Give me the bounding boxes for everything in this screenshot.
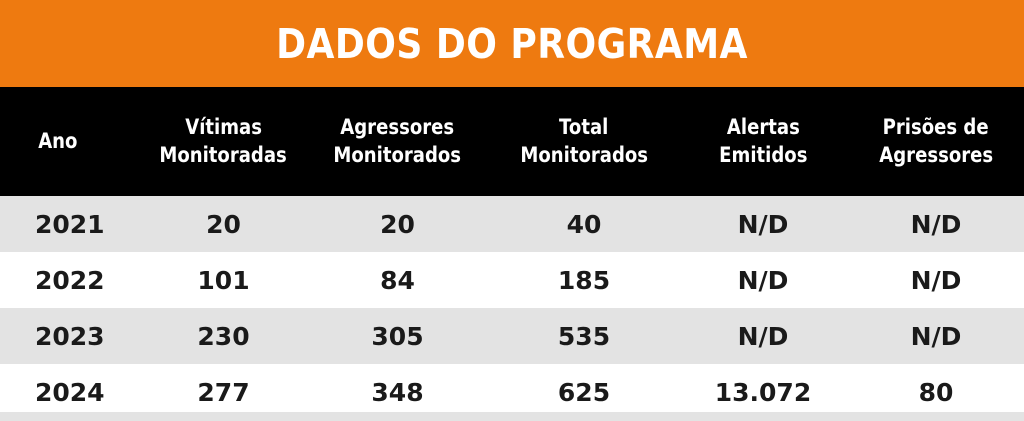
- cell-year: 2021: [35, 209, 105, 239]
- cell-total: 185: [557, 265, 611, 295]
- cell-agressores: 305: [371, 321, 424, 351]
- header-label: Monitorados: [520, 142, 648, 167]
- cell-year: 2022: [35, 265, 105, 295]
- cell-prisoes: N/D: [910, 321, 962, 351]
- cell-year: 2023: [35, 321, 105, 351]
- header-label: Alertas: [726, 115, 800, 140]
- header-label: Ano: [38, 128, 78, 153]
- header-ano: Ano: [0, 87, 142, 196]
- cell-alertas: N/D: [737, 265, 789, 295]
- header-alertas-emitidos: Alertas Emitidos: [678, 87, 848, 196]
- header-label: Agressores: [879, 142, 993, 167]
- header-total-monitorados: Total Monitorados: [490, 87, 678, 196]
- table-row: 2022 101 84 185 N/D N/D: [0, 252, 1024, 308]
- header-row: Ano Vítimas Monitoradas Agressores Monit…: [0, 87, 1024, 196]
- cell-total: 40: [566, 209, 602, 239]
- table-header: Ano Vítimas Monitoradas Agressores Monit…: [0, 87, 1024, 196]
- cell-vitimas: 20: [206, 209, 241, 239]
- header-label: Agressores: [340, 115, 455, 140]
- bottom-strip: [0, 412, 1024, 421]
- cell-alertas: 13.072: [714, 377, 812, 407]
- table-body: 2021 20 20 40 N/D N/D 2022 101 84 185 N/…: [0, 196, 1024, 420]
- header-agressores-monitorados: Agressores Monitorados: [305, 87, 490, 196]
- cell-total: 625: [557, 377, 611, 407]
- table-row: 2021 20 20 40 N/D N/D: [0, 196, 1024, 252]
- header-label: Monitorados: [333, 142, 462, 167]
- cell-year: 2024: [35, 377, 105, 407]
- header-label: Total: [559, 115, 609, 140]
- page-title: DADOS DO PROGRAMA: [276, 19, 748, 68]
- header-label: Emitidos: [718, 142, 808, 167]
- header-label: Monitoradas: [159, 142, 288, 167]
- program-data-table: Ano Vítimas Monitoradas Agressores Monit…: [0, 87, 1024, 420]
- cell-prisoes: N/D: [910, 265, 962, 295]
- cell-prisoes: N/D: [910, 209, 962, 239]
- cell-agressores: 84: [380, 265, 415, 295]
- cell-vitimas: 101: [197, 265, 250, 295]
- cell-total: 535: [557, 321, 611, 351]
- header-label: Vítimas: [185, 115, 262, 140]
- table-row: 2024 277 348 625 13.072 80: [0, 364, 1024, 420]
- cell-prisoes: 80: [918, 377, 954, 407]
- cell-vitimas: 230: [197, 321, 250, 351]
- cell-alertas: N/D: [737, 209, 789, 239]
- header-label: Prisões de: [883, 115, 989, 140]
- title-bar: DADOS DO PROGRAMA: [0, 0, 1024, 87]
- header-vitimas-monitoradas: Vítimas Monitoradas: [142, 87, 305, 196]
- cell-agressores: 20: [380, 209, 415, 239]
- table-row: 2023 230 305 535 N/D N/D: [0, 308, 1024, 364]
- header-prisoes-de-agressores: Prisões de Agressores: [848, 87, 1024, 196]
- cell-vitimas: 277: [197, 377, 250, 407]
- cell-alertas: N/D: [737, 321, 789, 351]
- cell-agressores: 348: [371, 377, 424, 407]
